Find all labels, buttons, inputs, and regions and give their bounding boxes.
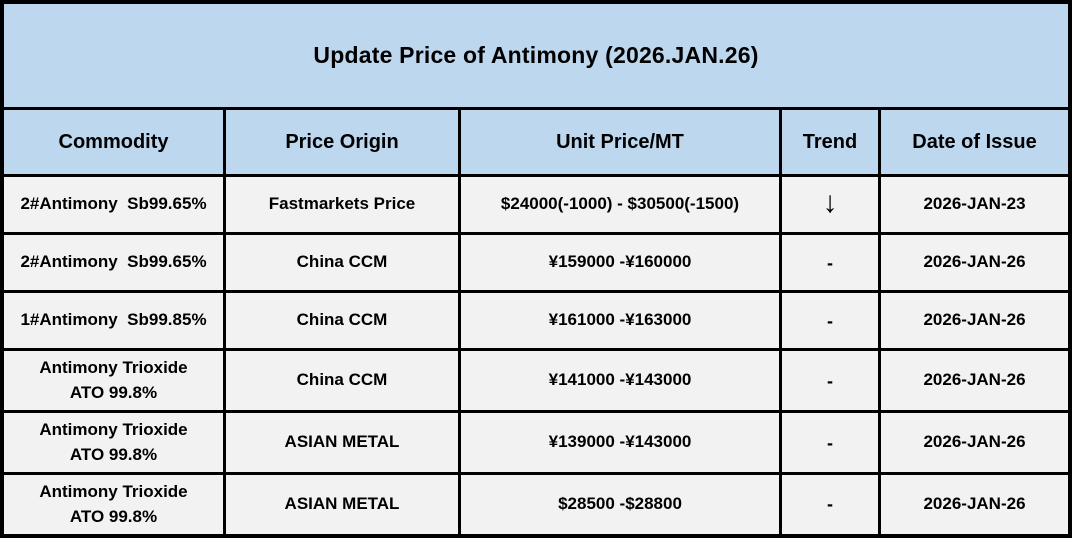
trend-cell: - — [782, 235, 878, 291]
date-of-issue-cell: 2026-JAN-23 — [881, 177, 1068, 233]
price-origin-cell: China CCM — [226, 293, 458, 349]
column-header-trend: Trend — [782, 110, 878, 174]
unit-price-cell: $28500 -$28800 — [461, 475, 779, 534]
commodity-cell: Antimony Trioxide ATO 99.8% — [4, 413, 223, 473]
price-origin-cell: ASIAN METAL — [226, 475, 458, 534]
unit-price-cell: ¥139000 -¥143000 — [461, 413, 779, 473]
title-bar: Update Price of Antimony (2026.JAN.26) — [4, 4, 1068, 107]
price-origin-cell: ASIAN METAL — [226, 413, 458, 473]
trend-cell: - — [782, 293, 878, 349]
price-origin-cell: China CCM — [226, 235, 458, 291]
commodity-cell: Antimony Trioxide ATO 99.8% — [4, 475, 223, 534]
unit-price-cell: ¥159000 -¥160000 — [461, 235, 779, 291]
date-of-issue-cell: 2026-JAN-26 — [881, 475, 1068, 534]
trend-cell: - — [782, 351, 878, 411]
date-of-issue-cell: 2026-JAN-26 — [881, 293, 1068, 349]
price-origin-cell: Fastmarkets Price — [226, 177, 458, 233]
trend-cell: - — [782, 475, 878, 534]
unit-price-cell: ¥141000 -¥143000 — [461, 351, 779, 411]
column-header-unit-price: Unit Price/MT — [461, 110, 779, 174]
column-header-price-origin: Price Origin — [226, 110, 458, 174]
commodity-cell: 2#Antimony Sb99.65% — [4, 177, 223, 233]
unit-price-cell: ¥161000 -¥163000 — [461, 293, 779, 349]
commodity-cell: 2#Antimony Sb99.65% — [4, 235, 223, 291]
date-of-issue-cell: 2026-JAN-26 — [881, 235, 1068, 291]
column-header-date-of-issue: Date of Issue — [881, 110, 1068, 174]
trend-down-arrow-icon: ↓ — [782, 177, 878, 233]
column-header-commodity: Commodity — [4, 110, 223, 174]
date-of-issue-cell: 2026-JAN-26 — [881, 413, 1068, 473]
commodity-cell: 1#Antimony Sb99.85% — [4, 293, 223, 349]
unit-price-cell: $24000(-1000) - $30500(-1500) — [461, 177, 779, 233]
trend-cell: - — [782, 413, 878, 473]
date-of-issue-cell: 2026-JAN-26 — [881, 351, 1068, 411]
commodity-cell: Antimony Trioxide ATO 99.8% — [4, 351, 223, 411]
price-table: Commodity Price Origin Unit Price/MT Tre… — [4, 110, 1068, 534]
page-title: Update Price of Antimony (2026.JAN.26) — [313, 42, 759, 68]
price-origin-cell: China CCM — [226, 351, 458, 411]
